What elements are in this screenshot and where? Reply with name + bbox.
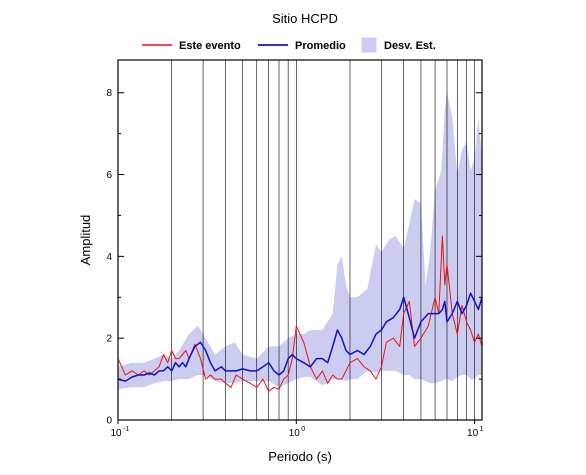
chart-title: Sitio HCPD xyxy=(272,11,338,26)
x-tick-label: 10 xyxy=(289,428,301,439)
series-line-promedio xyxy=(117,292,483,382)
y-tick-label: 2 xyxy=(106,334,112,345)
x-tick-label-exponent: 1 xyxy=(480,426,484,433)
x-tick-label: 10 xyxy=(467,428,479,439)
legend-label-promedio: Promedio xyxy=(295,40,346,52)
x-tick-label-exponent: -1 xyxy=(123,426,129,433)
y-axis-label: Amplitud xyxy=(78,215,93,266)
series-line-este-evento xyxy=(117,235,483,392)
y-tick-label: 6 xyxy=(106,170,112,181)
y-tick-label: 0 xyxy=(106,416,112,427)
legend: Este evento Promedio Desv. Est. xyxy=(142,37,436,53)
y-tick-label: 8 xyxy=(106,88,112,99)
x-axis-label: Periodo (s) xyxy=(268,449,332,464)
x-tick-label: 10 xyxy=(110,428,122,439)
legend-label-desv-est: Desv. Est. xyxy=(384,40,436,52)
y-tick-label: 4 xyxy=(106,252,112,263)
legend-label-este-evento: Este evento xyxy=(179,40,241,52)
x-tick-label-exponent: 0 xyxy=(301,426,305,433)
plot-frame xyxy=(117,59,483,421)
legend-swatch-desv-est xyxy=(361,37,377,53)
std-dev-band xyxy=(118,92,482,390)
